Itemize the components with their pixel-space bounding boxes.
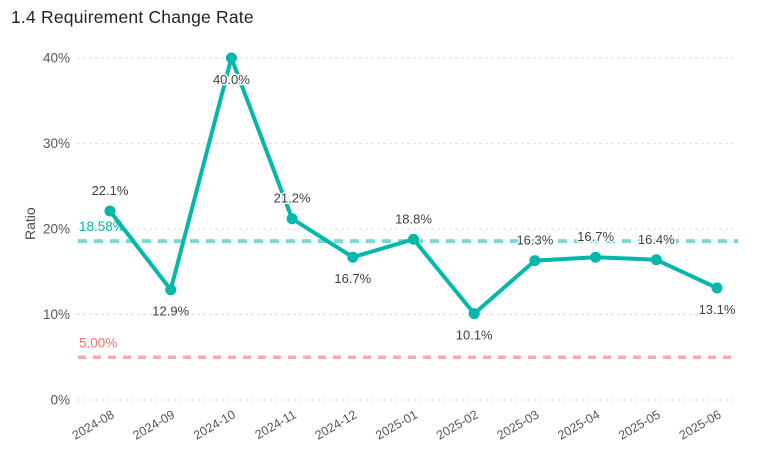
x-axis-tick-label: 2025-02 <box>434 407 481 442</box>
x-axis-tick-label: 2025-05 <box>616 407 663 442</box>
x-axis-tick-label: 2025-04 <box>555 407 602 442</box>
data-point[interactable] <box>468 308 480 320</box>
x-axis-tick-label: 2024-10 <box>191 407 238 442</box>
x-axis-tick-label: 2024-12 <box>313 407 360 442</box>
threshold-line-label: 5.00% <box>79 335 117 350</box>
data-label: 16.3% <box>516 233 553 248</box>
average-line-label: 18.58% <box>79 219 125 234</box>
y-axis-tick-label: 40% <box>43 51 70 66</box>
data-label: 13.1% <box>699 302 736 317</box>
data-label: 16.7% <box>334 271 371 286</box>
data-point[interactable] <box>286 213 298 225</box>
data-point[interactable] <box>347 251 359 263</box>
data-point[interactable] <box>225 52 237 64</box>
data-point[interactable] <box>590 251 602 263</box>
x-axis-tick-label: 2024-08 <box>70 407 117 442</box>
y-axis-tick-label: 20% <box>43 222 70 237</box>
data-point[interactable] <box>165 284 177 296</box>
y-axis-tick-label: 0% <box>50 393 70 408</box>
data-point[interactable] <box>104 205 116 217</box>
data-label: 16.7% <box>577 229 614 244</box>
data-label: 16.4% <box>638 232 675 247</box>
data-label: 18.8% <box>395 211 432 226</box>
x-axis-tick-label: 2025-03 <box>495 407 542 442</box>
data-label: 40.0% <box>213 72 250 87</box>
data-label: 10.1% <box>456 328 493 343</box>
data-point[interactable] <box>529 255 541 267</box>
x-axis-tick-label: 2024-09 <box>130 407 177 442</box>
data-point[interactable] <box>408 233 419 245</box>
x-axis-tick-label: 2025-06 <box>677 407 724 442</box>
chart-title: 1.4 Requirement Change Rate <box>11 7 254 27</box>
series-line[interactable] <box>108 56 719 316</box>
x-axis-tick-label: 2025-01 <box>373 407 420 442</box>
data-point[interactable] <box>650 254 662 266</box>
data-label: 21.2% <box>274 191 311 206</box>
x-axis-tick-label: 2024-11 <box>253 407 299 442</box>
data-label: 22.1% <box>92 183 129 198</box>
y-axis-tick-label: 30% <box>43 136 70 151</box>
data-point[interactable] <box>711 282 723 294</box>
y-axis-tick-label: 10% <box>43 307 70 322</box>
data-label: 12.9% <box>152 304 189 319</box>
